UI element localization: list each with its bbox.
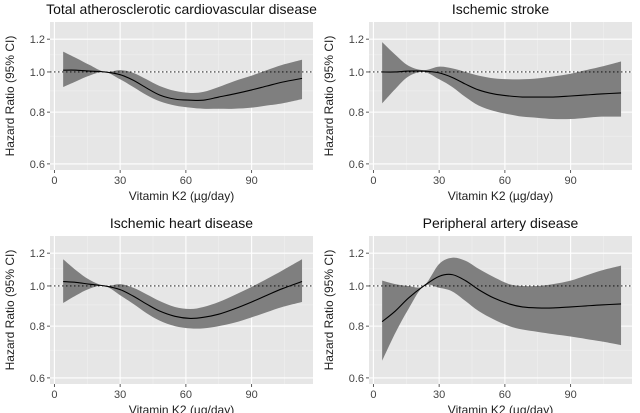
x-tick-label: 30 [114, 175, 126, 187]
y-tick-label: 1.0 [30, 281, 45, 293]
y-tick-label: 0.6 [349, 373, 364, 385]
y-tick-label: 1.0 [349, 67, 364, 79]
x-axis-ticks: 0 30 60 90 [51, 384, 258, 401]
y-tick-label: 0.6 [30, 159, 45, 171]
panel-title: Ischemic heart disease [110, 215, 253, 231]
y-tick-label: 1.2 [349, 248, 364, 260]
y-axis-label: Hazard Ratio (95% CI) [3, 36, 17, 157]
hazard-ratio-curve [381, 273, 622, 323]
y-tick-label: 0.8 [349, 107, 364, 119]
panel-peripheral-artery-disease: 0 30 60 90 0.6 0.8 1.0 1.2 Peripheral artery d… [322, 215, 632, 413]
confidence-band [63, 51, 303, 109]
y-axis-label: Hazard Ratio (95% CI) [322, 36, 336, 157]
y-axis-ticks: 0.6 0.8 1.0 1.2 [349, 34, 369, 171]
y-tick-label: 0.6 [349, 159, 364, 171]
hazard-ratio-curve [382, 70, 622, 98]
x-tick-label: 30 [114, 389, 126, 401]
x-axis-ticks: 0 30 60 90 [370, 384, 577, 401]
x-axis-label: Vitamin K2 (µg/day) [448, 189, 553, 203]
panel-title: Peripheral artery disease [423, 215, 579, 231]
confidence-band [382, 257, 622, 361]
y-tick-label: 0.8 [30, 321, 45, 333]
x-tick-label: 0 [51, 175, 57, 187]
x-tick-label: 60 [499, 389, 511, 401]
x-tick-label: 30 [433, 389, 445, 401]
panel-title: Ischemic stroke [452, 1, 549, 17]
x-tick-label: 90 [565, 389, 577, 401]
y-axis-label: Hazard Ratio (95% CI) [3, 250, 17, 371]
y-tick-label: 0.8 [30, 107, 45, 119]
panel-title: Total atherosclerotic cardiovascular dis… [46, 1, 317, 17]
y-tick-label: 1.0 [349, 281, 364, 293]
x-tick-label: 60 [180, 175, 192, 187]
x-axis-label: Vitamin K2 (µg/day) [448, 403, 553, 413]
x-tick-label: 0 [370, 389, 376, 401]
hazard-ratio-curve [63, 280, 303, 320]
y-tick-label: 1.2 [30, 248, 45, 260]
hazard-ratio-curve [63, 69, 303, 101]
y-tick-label: 0.8 [349, 321, 364, 333]
x-tick-label: 90 [565, 175, 577, 187]
x-tick-label: 60 [499, 175, 511, 187]
y-axis-ticks: 0.6 0.8 1.0 1.2 [349, 248, 369, 385]
x-tick-label: 30 [433, 175, 445, 187]
y-tick-label: 0.6 [30, 373, 45, 385]
y-tick-label: 1.2 [349, 34, 364, 46]
y-axis-label: Hazard Ratio (95% CI) [322, 250, 336, 371]
x-tick-label: 90 [246, 175, 258, 187]
y-tick-label: 1.0 [30, 67, 45, 79]
x-axis-ticks: 0 30 60 90 [370, 170, 577, 187]
x-axis-ticks: 0 30 60 90 [51, 170, 258, 187]
panel-ischemic-heart-disease: 0 30 60 90 0.6 0.8 1.0 1.2 Ischemic heart dise… [3, 215, 313, 413]
confidence-band [63, 259, 303, 329]
x-tick-label: 60 [180, 389, 192, 401]
x-tick-label: 90 [246, 389, 258, 401]
y-axis-ticks: 0.6 0.8 1.0 1.2 [30, 34, 50, 171]
y-axis-ticks: 0.6 0.8 1.0 1.2 [30, 248, 50, 385]
confidence-band [382, 42, 622, 120]
x-axis-label: Vitamin K2 (µg/day) [129, 403, 234, 413]
x-axis-label: Vitamin K2 (µg/day) [129, 189, 234, 203]
y-tick-label: 1.2 [30, 34, 45, 46]
panel-total-ascvd: 0 30 60 90 0.6 0.8 1.0 1.2 Total atherosclerot… [3, 1, 317, 203]
x-tick-label: 0 [370, 175, 376, 187]
panel-ischemic-stroke: 0 30 60 90 0.6 0.8 1.0 1.2 Ischemic stroke Vit… [322, 1, 632, 203]
x-tick-label: 0 [51, 389, 57, 401]
